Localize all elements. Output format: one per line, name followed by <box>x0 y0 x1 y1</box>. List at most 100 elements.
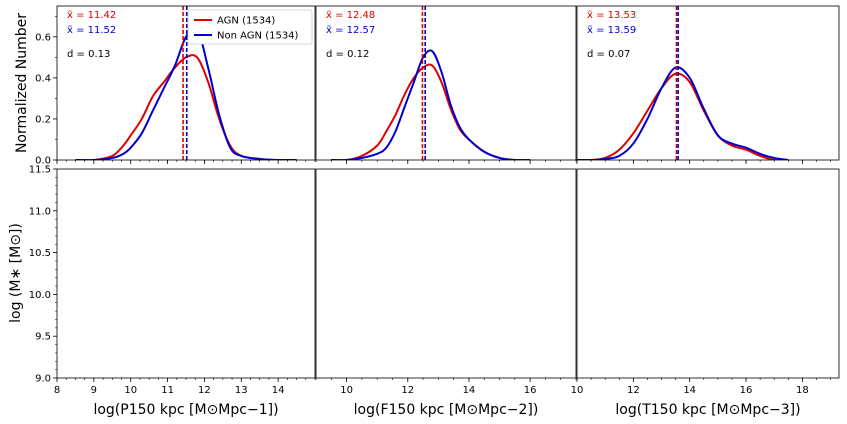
top-y-tick-label: 0.0 <box>35 156 51 167</box>
y-axis-title-bottom: log (M∗ [M⊙]) <box>8 223 24 323</box>
agn-contour-level <box>160 229 217 288</box>
agn-contour-level <box>652 236 698 277</box>
agn-contour-level <box>371 210 472 311</box>
bottom-x-tick-label: 10 <box>340 385 353 396</box>
bottom-x-tick-label: 12 <box>627 385 640 396</box>
density-panel-2 <box>331 6 531 160</box>
agn-contour-level <box>150 218 227 297</box>
legend-non-agn-label: Non AGN (1534) <box>217 31 299 42</box>
bottom-y-tick-label: 11.5 <box>29 165 51 176</box>
bottom-y-tick-label: 11.0 <box>29 206 51 217</box>
top-y-tick-label: 0.4 <box>35 73 51 84</box>
agn-contour-level <box>620 207 732 309</box>
contour-panel-3 <box>606 182 747 326</box>
panel-frame <box>56 168 316 379</box>
bottom-x-tick-label: 12 <box>198 385 211 396</box>
agn-median-label: x̃ = 13.53 <box>587 9 636 21</box>
non-agn-contour-level <box>655 221 712 283</box>
agn-density-line <box>331 63 531 160</box>
agn-contour-level <box>606 195 747 325</box>
plot-axes <box>53 5 840 382</box>
agn-density-line <box>577 72 789 160</box>
non-agn-contour-level <box>409 230 445 273</box>
bottom-x-tick-label: 12 <box>401 385 414 396</box>
bottom-y-tick-label: 9.0 <box>35 374 51 385</box>
x-axis-title: log(P150 kpc [M⊙Mpc−1]) <box>93 402 278 418</box>
agn-median-label: x̃ = 12.48 <box>326 9 375 21</box>
bottom-x-tick-label: 16 <box>524 385 537 396</box>
non-agn-density-line <box>577 66 789 160</box>
bottom-x-tick-label: 11 <box>161 385 174 396</box>
agn-contour-level <box>139 205 240 307</box>
plot-fills <box>127 182 748 326</box>
bottom-y-tick-label: 9.5 <box>35 332 51 343</box>
agn-contour-level <box>391 228 451 287</box>
agn-contour-level <box>168 238 208 279</box>
agn-contour-level <box>175 244 201 270</box>
non-agn-median-label: x̃ = 11.52 <box>67 24 116 36</box>
legend-box <box>187 9 313 45</box>
non-agn-median-label: x̃ = 13.59 <box>587 24 636 36</box>
plot-text: x̃ = 11.42 x̃ = 11.52 d = 0.13 x̃ = 12.48 x̃… <box>29 9 809 418</box>
bottom-x-tick-label: 16 <box>740 385 753 396</box>
y-axis-title-top: Normalized Number <box>14 13 30 153</box>
panel-frame <box>576 168 840 379</box>
agn-median-label: x̃ = 11.42 <box>67 9 116 21</box>
effect-size-label: d = 0.07 <box>587 49 630 60</box>
bottom-x-tick-label: 10 <box>124 385 137 396</box>
agn-contour-level <box>383 221 461 299</box>
contour-core <box>414 244 432 262</box>
non-agn-median-label: x̃ = 12.57 <box>326 24 375 36</box>
plot-lines <box>75 6 789 160</box>
agn-contour-level <box>642 228 706 285</box>
bottom-x-tick-label: 10 <box>571 385 584 396</box>
non-agn-contour-level <box>168 223 217 283</box>
bottom-x-tick-label: 14 <box>272 385 285 396</box>
non-agn-contour-level <box>416 238 438 265</box>
agn-contour-level <box>631 218 717 295</box>
contour-panel-2 <box>357 186 487 325</box>
panel-frame <box>315 168 577 379</box>
bottom-x-tick-label: 14 <box>463 385 476 396</box>
non-agn-contour-level <box>366 186 481 318</box>
agn-contour-level <box>661 244 690 270</box>
non-agn-contour-level <box>646 209 721 291</box>
contour-panel-1 <box>127 190 256 325</box>
bottom-y-tick-label: 10.0 <box>29 290 51 301</box>
panel-frame <box>315 5 577 161</box>
panel-frame <box>576 5 840 161</box>
non-agn-contour-level <box>671 240 697 266</box>
bottom-x-tick-label: 13 <box>235 385 248 396</box>
top-y-tick-label: 0.2 <box>35 114 51 125</box>
agn-contour-level <box>127 191 256 319</box>
non-agn-contour-level <box>175 231 209 273</box>
effect-size-label: d = 0.13 <box>67 49 110 60</box>
top-y-tick-label: 0.6 <box>35 32 51 43</box>
non-agn-contour-level <box>401 221 453 282</box>
bottom-x-tick-label: 18 <box>796 385 809 396</box>
legend-agn-label: AGN (1534) <box>217 16 275 27</box>
non-agn-contour-level <box>143 190 247 325</box>
non-agn-contour-level <box>635 196 733 300</box>
bottom-x-tick-label: 14 <box>683 385 696 396</box>
non-agn-contour-level <box>618 182 747 317</box>
bottom-x-tick-label: 8 <box>54 385 60 396</box>
density-panel-1 <box>75 6 297 160</box>
non-agn-density-line <box>331 49 531 160</box>
non-agn-contour-level <box>182 239 204 265</box>
contour-core <box>181 244 199 262</box>
non-agn-contour-level <box>391 212 461 292</box>
agn-contour-level <box>407 244 434 270</box>
non-agn-contour-level <box>161 213 226 294</box>
effect-size-label: d = 0.12 <box>326 49 369 60</box>
non-agn-contour-level <box>379 201 468 303</box>
x-axis-title: log(F150 kpc [M⊙Mpc−2]) <box>354 402 539 418</box>
non-agn-contour-level <box>663 232 704 275</box>
non-agn-contour-level <box>153 204 235 309</box>
bottom-y-tick-label: 10.5 <box>29 248 51 259</box>
agn-contour-level <box>399 236 442 278</box>
x-axis-title: log(T150 kpc [M⊙Mpc−3]) <box>615 402 800 418</box>
bottom-x-tick-label: 9 <box>91 385 97 396</box>
non-agn-density-line <box>75 25 297 160</box>
